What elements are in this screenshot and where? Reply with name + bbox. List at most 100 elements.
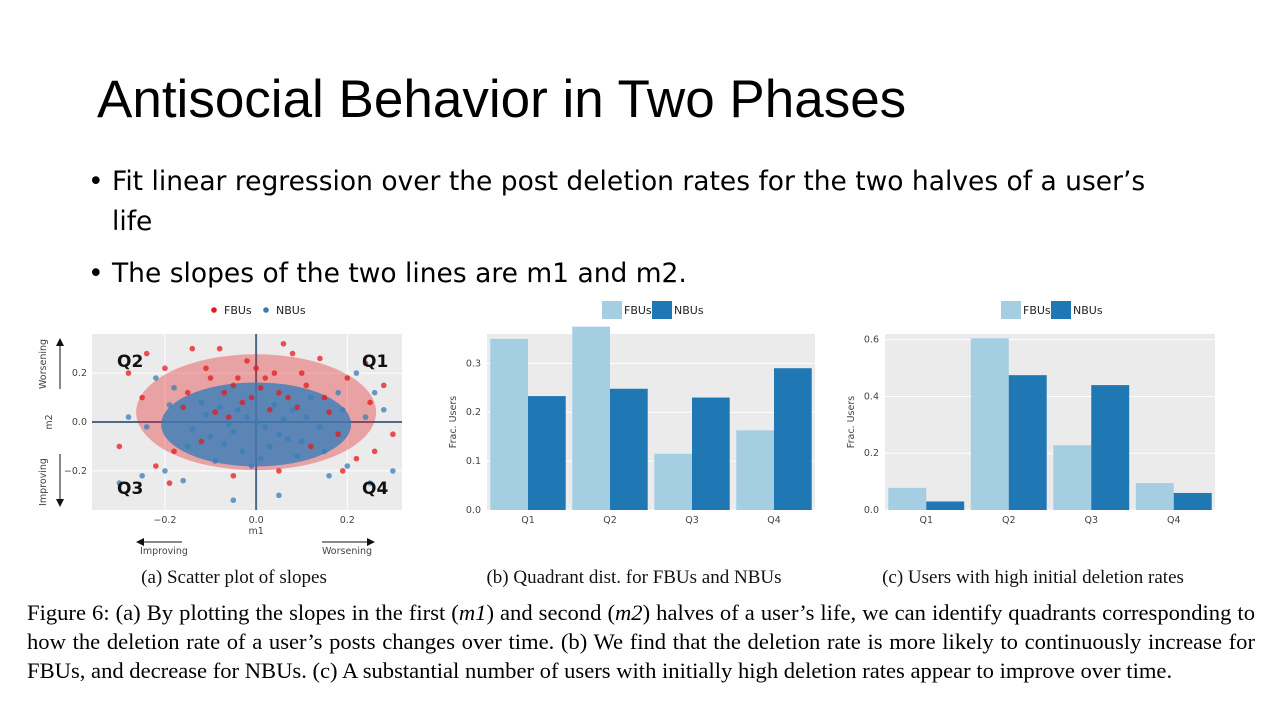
caption-math-m1: m1 xyxy=(458,600,487,625)
nbu-point xyxy=(253,419,259,425)
y-tick-label: 0.0 xyxy=(72,417,87,428)
y-axis-label: m2 xyxy=(44,414,55,429)
bar-nbus-q3 xyxy=(692,397,730,510)
fbu-point xyxy=(235,375,241,381)
bar-chart-high-initial: Q1 Q2 Q3 Q4 0.0 0.2 0.4 0.6 Frac. Users FBUs NBUs (… xyxy=(846,301,1215,588)
fbu-point xyxy=(189,345,196,352)
fbu-point xyxy=(125,370,132,376)
fbu-point xyxy=(253,365,259,372)
bar-fbus-q2 xyxy=(970,338,1009,510)
annotation-y-bottom: Improving xyxy=(38,458,49,506)
nbu-point xyxy=(321,448,328,455)
x-tick-label: 0.2 xyxy=(340,515,355,526)
bar-fbus-q2 xyxy=(572,326,610,510)
fbu-point xyxy=(294,404,300,411)
bar-fbus-q1 xyxy=(888,487,927,510)
plot-background xyxy=(885,334,1215,510)
x-tick-label: Q4 xyxy=(1167,515,1181,526)
annotation-x-right: Worsening xyxy=(322,546,372,557)
legend-label-fbus: FBUs xyxy=(624,304,652,317)
fbu-point xyxy=(166,480,173,486)
fbu-point xyxy=(171,448,177,455)
nbu-point xyxy=(285,436,291,442)
fbu-point xyxy=(198,438,205,445)
figure-caption: Figure 6: (a) By plotting the slopes in … xyxy=(27,598,1255,685)
legend-swatch-fbus xyxy=(211,307,217,313)
nbu-point xyxy=(390,468,396,474)
y-tick-label: 0.2 xyxy=(466,407,481,418)
fbu-point xyxy=(262,375,269,381)
fbu-point xyxy=(353,455,360,462)
x-axis-label: m1 xyxy=(248,526,263,537)
nbu-point xyxy=(262,424,269,430)
y-tick-label: 0.6 xyxy=(864,335,879,346)
fbu-point xyxy=(203,365,209,372)
nbu-point xyxy=(180,477,186,484)
bar-fbus-q1 xyxy=(490,338,528,510)
nbu-point xyxy=(362,414,369,420)
nbu-point xyxy=(276,431,282,438)
fbu-point xyxy=(139,394,145,401)
nbu-point xyxy=(189,426,196,433)
nbu-point xyxy=(171,384,177,391)
fbu-point xyxy=(362,360,369,367)
nbu-point xyxy=(289,406,296,413)
nbu-point xyxy=(125,414,132,420)
legend-label-nbus: NBUs xyxy=(276,304,306,317)
y-tick-label: 0.2 xyxy=(72,368,87,379)
fbu-point xyxy=(266,406,273,413)
nbu-point xyxy=(308,394,314,401)
bar-fbus-q3 xyxy=(1053,445,1092,510)
bar-nbus-q2 xyxy=(610,388,648,510)
nbu-point xyxy=(198,399,205,406)
caption-text: ) halves of a user’s life, we can identi… xyxy=(27,600,1256,683)
nbu-point xyxy=(139,472,145,479)
legend-swatch-nbus xyxy=(652,301,672,319)
x-tick-label: Q1 xyxy=(919,515,933,526)
nbu-point xyxy=(371,389,378,396)
fbu-point xyxy=(221,389,228,396)
bar-nbus-q3 xyxy=(1091,385,1130,510)
nbu-point xyxy=(257,455,264,462)
y-tick-label: 0.0 xyxy=(864,505,879,516)
legend-swatch-nbus xyxy=(263,307,269,313)
x-tick-label: Q2 xyxy=(1002,515,1016,526)
nbu-point xyxy=(230,428,237,435)
x-tick-label: Q1 xyxy=(521,515,535,526)
bullet-dot: • xyxy=(88,258,104,289)
nbu-point xyxy=(271,402,278,408)
bar-nbus-q1 xyxy=(528,396,566,510)
nbu-point xyxy=(303,414,310,420)
fbu-point xyxy=(390,431,396,438)
bar-nbus-q1 xyxy=(926,501,965,510)
bullet-item: • Fit linear regression over the post de… xyxy=(88,162,1188,242)
y-tick-label: 0.3 xyxy=(466,358,481,369)
figure-6: Q1 Q2 Q3 Q4 −0.2 0.0 0.2 0.2 0.0 −0.2 m1 m2 Improvin… xyxy=(38,301,1215,588)
bar-chart-quadrant-dist: Q1 Q2 Q3 Q4 0.0 0.1 0.2 0.3 Frac. Users FBUs NBUs (… xyxy=(448,301,815,588)
fbu-point xyxy=(344,375,351,381)
fbu-point xyxy=(216,345,223,352)
x-tick-label: Q3 xyxy=(1084,515,1098,526)
y-axis-label: Frac. Users xyxy=(846,396,857,448)
caption-c: (c) Users with high initial deletion rat… xyxy=(882,567,1184,588)
fbu-point xyxy=(276,389,282,396)
bar-fbus-q4 xyxy=(1135,483,1174,510)
quadrant-label-q4: Q4 xyxy=(362,479,388,499)
fbu-point xyxy=(225,414,232,420)
y-tick-label: −0.2 xyxy=(64,466,87,477)
fbu-point xyxy=(212,409,218,416)
y-axis-label: Frac. Users xyxy=(448,396,459,448)
fbu-point xyxy=(326,409,332,416)
nbu-point xyxy=(353,370,360,376)
annotation-x-left: Improving xyxy=(140,546,188,557)
y-tick-label: 0.4 xyxy=(864,391,879,402)
y-tick-label: 0.2 xyxy=(864,448,879,459)
nbu-point xyxy=(326,472,332,479)
fbu-point xyxy=(371,448,378,455)
caption-math-m2: m2 xyxy=(614,600,643,625)
fbu-point xyxy=(280,340,287,347)
bullet-item: • The slopes of the two lines are m1 and … xyxy=(88,254,1188,294)
caption-text: Figure 6: (a) By plotting the slopes in … xyxy=(27,600,459,625)
bar-fbus-q3 xyxy=(654,453,692,510)
bar-nbus-q4 xyxy=(774,368,812,510)
